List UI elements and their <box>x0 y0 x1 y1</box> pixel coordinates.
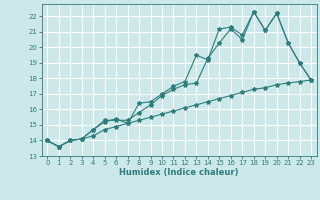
X-axis label: Humidex (Indice chaleur): Humidex (Indice chaleur) <box>119 168 239 177</box>
